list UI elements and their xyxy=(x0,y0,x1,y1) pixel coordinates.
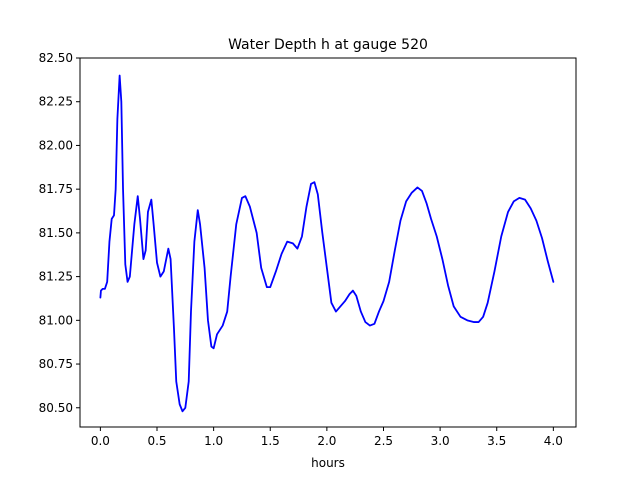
x-axis: 0.0 0.5 1.0 1.5 2.0 2.5 3.0 3.5 4.0 xyxy=(91,427,563,448)
y-tick-label: 80.75 xyxy=(39,357,73,371)
x-tick-label: 4.0 xyxy=(544,434,563,448)
x-tick-label: 2.0 xyxy=(317,434,336,448)
x-axis-label: hours xyxy=(311,456,345,470)
axes-frame xyxy=(79,57,577,428)
chart-title: Water Depth h at gauge 520 xyxy=(228,37,428,53)
x-tick-label: 2.5 xyxy=(374,434,393,448)
y-tick-label: 81.75 xyxy=(39,182,73,196)
x-tick-label: 1.5 xyxy=(261,434,280,448)
y-tick-label: 82.50 xyxy=(39,51,73,65)
x-tick-label: 3.5 xyxy=(487,434,506,448)
x-tick-label: 3.0 xyxy=(431,434,450,448)
series-line-0 xyxy=(99,74,555,413)
y-tick-label: 82.25 xyxy=(39,95,73,109)
plot-area xyxy=(99,74,555,413)
y-tick-label: 81.50 xyxy=(39,226,73,240)
y-tick-label: 80.50 xyxy=(39,401,73,415)
y-tick-label: 82.00 xyxy=(39,138,73,152)
x-tick-label: 0.0 xyxy=(91,434,110,448)
y-tick-label: 81.00 xyxy=(39,313,73,327)
x-tick-label: 0.5 xyxy=(147,434,166,448)
x-tick-label: 1.0 xyxy=(204,434,223,448)
y-axis: 80.50 80.75 81.00 81.25 81.50 81.75 82.00 82.25… xyxy=(39,51,80,415)
y-tick-label: 81.25 xyxy=(39,270,73,284)
